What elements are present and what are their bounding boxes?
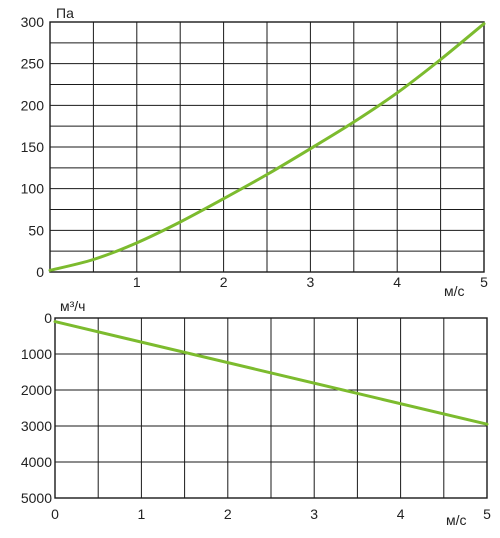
pressure-tick-labels: 0 50 100 150 200 250 300 1 2 3 4 5 — [21, 14, 488, 290]
pressure-x-tick-label: 5 — [480, 274, 488, 290]
pressure-chart: 0 50 100 150 200 250 300 1 2 3 4 5 Па м/с — [21, 5, 488, 299]
pressure-x-tick-label: 4 — [393, 274, 401, 290]
pressure-y-tick-label: 300 — [21, 14, 45, 30]
pressure-x-axis-label: м/с — [444, 283, 465, 299]
pressure-plot-frame — [49, 21, 485, 273]
pressure-series — [48, 22, 486, 272]
pressure-y-tick-label: 200 — [21, 97, 45, 113]
flow-y-tick-label: 0 — [44, 310, 52, 326]
flow-y-tick-label: 4000 — [21, 454, 52, 470]
flow-x-tick-label: 0 — [51, 506, 59, 522]
flow-y-tick-label: 1000 — [21, 346, 52, 362]
pressure-x-tick-label: 2 — [220, 274, 228, 290]
flow-y-tick-label: 3000 — [21, 418, 52, 434]
pressure-x-tick-label: 3 — [307, 274, 315, 290]
pressure-y-tick-label: 0 — [36, 264, 44, 280]
flow-plot-frame — [54, 317, 488, 499]
flow-series — [53, 320, 489, 426]
pressure-grid — [50, 22, 484, 272]
flow-y-tick-label: 2000 — [21, 382, 52, 398]
flow-y-tick-label: 5000 — [21, 490, 52, 506]
pressure-y-axis-label: Па — [56, 5, 74, 21]
flow-x-tick-label: 1 — [138, 506, 146, 522]
flow-x-tick-label: 5 — [483, 506, 491, 522]
pressure-y-tick-label: 150 — [21, 139, 45, 155]
flow-x-axis-label: м/с — [446, 512, 467, 528]
pressure-x-tick-label: 1 — [133, 274, 141, 290]
flow-y-axis-label: м³/ч — [60, 298, 85, 314]
pressure-series-line — [48, 22, 486, 272]
flow-series-line — [53, 320, 489, 426]
flow-x-tick-label: 3 — [310, 506, 318, 522]
pressure-y-tick-label: 100 — [21, 181, 45, 197]
flow-x-tick-label: 4 — [397, 506, 405, 522]
pressure-y-tick-label: 250 — [21, 56, 45, 72]
flow-x-tick-label: 2 — [224, 506, 232, 522]
pressure-y-tick-label: 50 — [28, 222, 44, 238]
flow-grid — [55, 318, 487, 498]
